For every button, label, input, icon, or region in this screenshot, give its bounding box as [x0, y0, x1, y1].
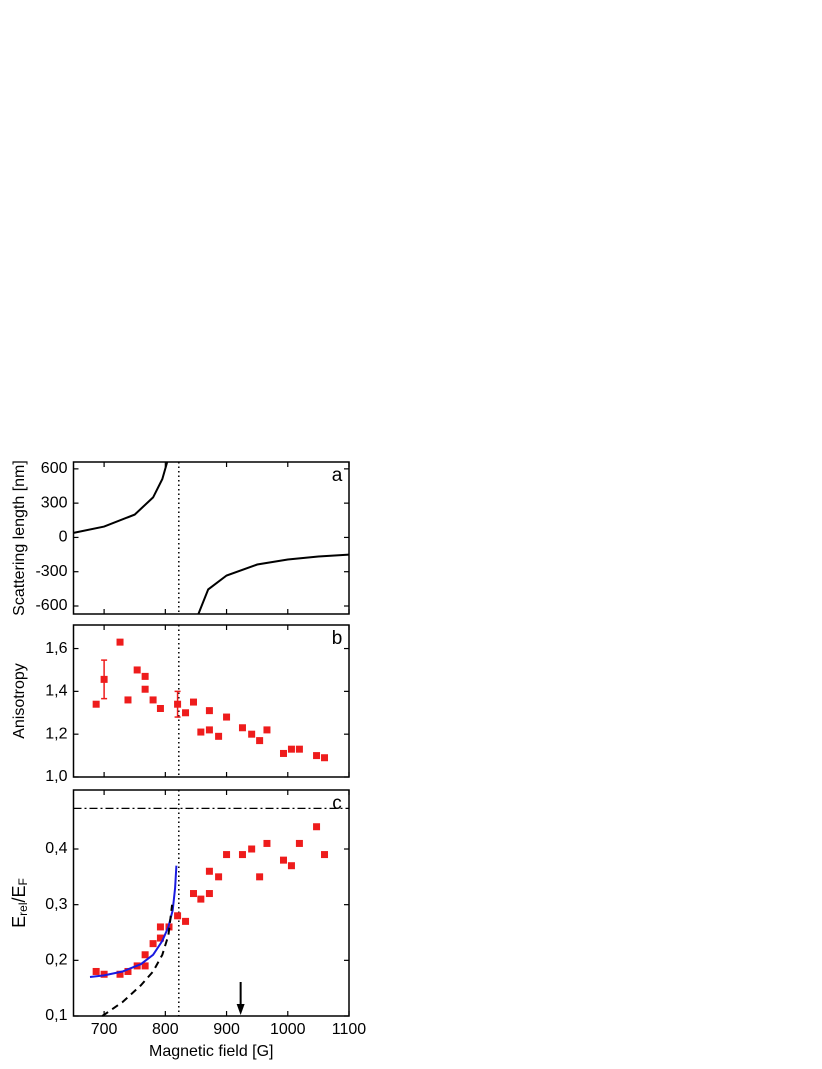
- y-tick-label: 1,6: [45, 640, 67, 657]
- data-point: [321, 851, 329, 859]
- y-tick-label: 600: [41, 460, 68, 477]
- y-tick-label: 0,4: [45, 840, 67, 857]
- data-point: [133, 666, 141, 674]
- y-axis-label-part: rel: [16, 903, 30, 916]
- data-point: [141, 672, 149, 680]
- data-point: [223, 851, 231, 859]
- data-point: [248, 730, 256, 738]
- y-axis-label: Scattering length [nm]: [11, 460, 28, 616]
- data-point: [141, 951, 149, 959]
- data-point: [279, 749, 287, 757]
- data-point: [263, 726, 271, 734]
- y-tick-label: 300: [41, 494, 68, 511]
- data-point: [124, 696, 132, 704]
- data-point: [321, 754, 329, 762]
- x-tick-label: 900: [213, 1021, 240, 1038]
- data-point: [205, 707, 213, 715]
- data-point: [205, 726, 213, 734]
- y-axis-label: Erel/EF: [9, 878, 30, 928]
- data-point: [313, 823, 321, 831]
- data-point: [313, 752, 321, 760]
- data-point: [100, 675, 108, 683]
- y-tick-label: 1,4: [45, 683, 67, 700]
- data-point: [116, 970, 124, 978]
- x-tick-label: 800: [152, 1021, 179, 1038]
- data-point: [100, 970, 108, 978]
- data-point: [116, 638, 124, 646]
- data-point: [156, 934, 164, 942]
- panel-label: a: [332, 465, 343, 486]
- data-point: [263, 839, 271, 847]
- y-axis-label-part: E: [9, 916, 29, 928]
- x-axis-label: Magnetic field [G]: [149, 1043, 274, 1060]
- data-point: [182, 709, 190, 717]
- data-point: [238, 724, 246, 732]
- data-point: [279, 856, 287, 864]
- arrow-head: [236, 1004, 245, 1015]
- panel-label: b: [332, 628, 343, 649]
- data-point: [182, 917, 190, 925]
- data-point: [92, 700, 100, 708]
- data-point: [223, 713, 231, 721]
- data-point: [248, 845, 256, 853]
- data-point: [197, 895, 205, 903]
- y-tick-label: -300: [35, 563, 67, 580]
- plot-frame: [72, 789, 350, 1017]
- y-tick-label: 0,1: [45, 1007, 67, 1024]
- x-tick-label: 1000: [270, 1021, 306, 1038]
- data-point: [256, 737, 264, 745]
- panel-label: c: [332, 793, 342, 814]
- data-point: [124, 967, 132, 975]
- data-point: [295, 839, 303, 847]
- plot-frame: [72, 624, 350, 778]
- data-point: [149, 696, 157, 704]
- data-point: [215, 873, 223, 881]
- data-point: [141, 685, 149, 693]
- data-point: [156, 704, 164, 712]
- y-tick-label: -600: [35, 597, 67, 614]
- data-point: [287, 745, 295, 753]
- y-axis-label-part: /E: [9, 885, 29, 902]
- curve: [73, 461, 350, 615]
- data-point: [205, 867, 213, 875]
- x-tick-label: 700: [91, 1021, 118, 1038]
- y-tick-label: 0,2: [45, 952, 67, 969]
- y-tick-label: 1,2: [45, 725, 67, 742]
- plot-frame: [72, 461, 350, 615]
- y-tick-label: 0: [59, 529, 68, 546]
- data-point: [215, 732, 223, 740]
- data-point: [92, 967, 100, 975]
- data-point: [295, 745, 303, 753]
- data-point: [197, 728, 205, 736]
- data-point: [174, 700, 182, 708]
- data-point: [156, 923, 164, 931]
- y-axis-label-part: F: [16, 878, 30, 885]
- curve: [101, 904, 174, 1017]
- data-point: [174, 912, 182, 920]
- data-point: [141, 962, 149, 970]
- y-axis-label: Anisotropy: [11, 663, 28, 739]
- data-point: [238, 851, 246, 859]
- data-point: [287, 862, 295, 870]
- data-point: [149, 940, 157, 948]
- data-point: [205, 890, 213, 898]
- x-tick-label: 1100: [332, 1021, 367, 1038]
- y-tick-label: 1,0: [45, 768, 67, 785]
- curve: [89, 865, 178, 978]
- data-point: [189, 698, 197, 706]
- data-point: [189, 890, 197, 898]
- data-point: [256, 873, 264, 881]
- y-tick-label: 0,3: [45, 896, 67, 913]
